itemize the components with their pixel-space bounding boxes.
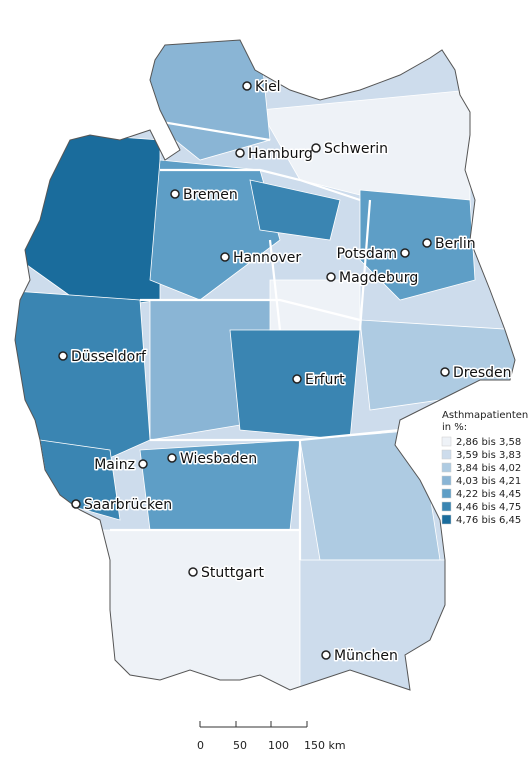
city-marker <box>138 459 148 469</box>
legend-label: 3,84 bis 4,02 <box>456 463 521 474</box>
city-label: Stuttgart <box>201 565 264 581</box>
district <box>149 159 281 301</box>
city-marker <box>58 351 68 361</box>
city-label: Bremen <box>183 187 238 203</box>
scale-bar: 0 50 100 150 km <box>197 721 346 752</box>
city-marker <box>440 367 450 377</box>
city-marker <box>400 248 410 258</box>
city-label: Schwerin <box>324 141 388 157</box>
district <box>249 179 341 241</box>
legend-title: Asthmapatienten <box>442 410 528 421</box>
city-marker <box>311 143 321 153</box>
city-label: München <box>334 648 398 664</box>
legend-title: in %: <box>442 422 467 433</box>
city-label: Wiesbaden <box>180 451 257 467</box>
city-marker <box>422 238 432 248</box>
city-label: Hamburg <box>248 146 313 162</box>
scale-label: 150 km <box>304 739 346 752</box>
legend-swatch <box>441 514 452 525</box>
district <box>299 429 441 561</box>
city-marker <box>170 189 180 199</box>
city-label: Mainz <box>94 457 135 473</box>
legend-label: 2,86 bis 3,58 <box>456 437 521 448</box>
city-marker <box>235 148 245 158</box>
city-label: Potsdam <box>337 246 397 262</box>
city-label: Magdeburg <box>339 270 418 286</box>
city-label: Hannover <box>233 250 301 266</box>
legend-swatch <box>441 488 452 499</box>
city-label: Saarbrücken <box>84 497 172 513</box>
city-marker <box>326 272 336 282</box>
cities: Kiel Hamburg Schwerin Bremen Hannover Potsdam… <box>58 78 513 666</box>
scale-label: 0 <box>197 739 204 752</box>
legend-label: 4,46 bis 4,75 <box>456 502 521 513</box>
city-marker <box>242 81 252 91</box>
city-marker <box>220 252 230 262</box>
city-marker <box>321 650 331 660</box>
legend-swatch <box>441 475 452 486</box>
district <box>149 40 271 161</box>
city-marker <box>292 374 302 384</box>
city-label: Erfurt <box>305 372 345 388</box>
city-label: Kiel <box>255 79 281 95</box>
city-label: Berlin <box>435 236 476 252</box>
scale-label: 100 <box>268 739 289 752</box>
city-marker <box>71 499 81 509</box>
state-border <box>110 118 401 560</box>
legend-swatch <box>441 436 452 447</box>
legend-label: 4,03 bis 4,21 <box>456 476 521 487</box>
legend-swatch <box>441 501 452 512</box>
legend-label: 4,76 bis 6,45 <box>456 515 521 526</box>
legend-label: 4,22 bis 4,45 <box>456 489 521 500</box>
city-marker <box>167 453 177 463</box>
legend-swatch <box>441 462 452 473</box>
city-marker <box>188 567 198 577</box>
district <box>269 279 361 331</box>
legend-swatch <box>441 449 452 460</box>
city-label: Düsseldorf <box>71 349 147 365</box>
legend-label: 3,59 bis 3,83 <box>456 450 521 461</box>
district <box>359 189 476 301</box>
city-label: Dresden <box>453 365 512 381</box>
scale-label: 50 <box>233 739 247 752</box>
